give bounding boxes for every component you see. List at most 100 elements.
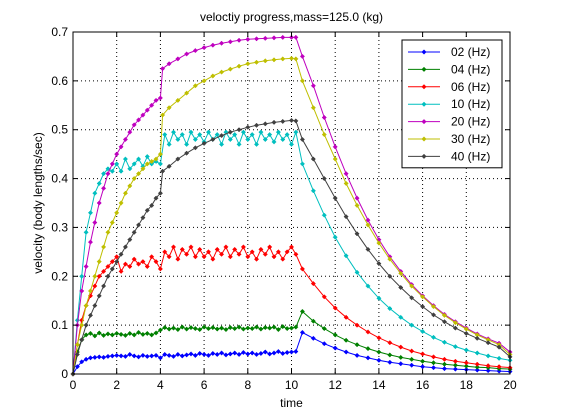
data-point (275, 129, 281, 135)
series-layer (70, 34, 513, 377)
data-point (249, 326, 255, 332)
data-point (236, 251, 242, 257)
data-point (409, 348, 415, 354)
data-point (343, 180, 349, 187)
data-point (293, 34, 299, 40)
data-point (131, 229, 137, 235)
data-point (122, 332, 128, 338)
legend-entry: 20 (Hz) (408, 115, 490, 129)
data-point (192, 136, 198, 143)
data-point (153, 259, 159, 265)
legend: 02 (Hz) 04 (Hz) 06 (Hz) 10 (Hz) 20 (Hz) 30 (H… (401, 39, 503, 169)
legend-label: 04 (Hz) (451, 62, 490, 76)
data-point (271, 350, 277, 356)
data-point (463, 347, 469, 353)
data-point (387, 305, 393, 312)
data-point (245, 124, 251, 130)
data-point (227, 136, 233, 143)
data-point (275, 249, 281, 255)
data-point (114, 254, 120, 260)
data-point (245, 351, 251, 357)
x-tick-label: 14 (372, 378, 386, 392)
data-point (284, 326, 290, 332)
legend-label: 06 (Hz) (451, 80, 490, 94)
data-point (280, 324, 286, 330)
data-point (170, 325, 177, 331)
data-point (441, 356, 448, 362)
data-point (127, 183, 133, 189)
chart-title: veloctiy progress,mass=125.0 (kg) (200, 10, 383, 24)
data-point (122, 136, 128, 143)
legend-label: 10 (Hz) (451, 97, 490, 111)
data-point (127, 166, 133, 172)
data-point (144, 161, 150, 167)
data-point (310, 281, 316, 287)
legend-marker (421, 66, 427, 72)
data-point (166, 105, 172, 111)
data-point (166, 61, 172, 67)
data-point (299, 266, 305, 272)
data-point (149, 254, 155, 260)
data-point (262, 35, 268, 41)
data-point (162, 132, 168, 138)
y-tick-label: 0.2 (51, 269, 68, 283)
data-point (184, 141, 190, 147)
data-point (227, 66, 233, 72)
data-point (354, 342, 360, 348)
legend-label: 40 (Hz) (451, 149, 490, 163)
data-point (463, 363, 469, 369)
data-point (149, 202, 155, 208)
series-5 (70, 55, 513, 377)
data-point (271, 324, 277, 330)
data-point (365, 246, 371, 252)
data-point (299, 308, 305, 315)
data-point (135, 171, 142, 177)
data-point (409, 283, 415, 289)
data-point (452, 325, 458, 331)
data-point (96, 200, 102, 206)
data-point (87, 355, 94, 361)
data-point (140, 112, 146, 118)
legend-entry: 30 (Hz) (408, 132, 490, 146)
data-point (262, 325, 268, 331)
data-point (92, 273, 98, 279)
series-0 (70, 329, 513, 377)
data-point (131, 161, 137, 167)
data-point (96, 180, 102, 187)
data-point (321, 326, 327, 332)
data-point (232, 350, 238, 356)
data-point (240, 129, 246, 135)
data-point (114, 330, 120, 337)
data-point (485, 340, 491, 346)
data-point (122, 190, 128, 196)
data-point (354, 322, 360, 328)
data-point (83, 332, 89, 338)
data-point (280, 256, 286, 262)
legend-entry: 06 (Hz) (408, 80, 490, 94)
data-point (101, 244, 107, 250)
data-point (118, 200, 124, 206)
data-point (409, 322, 415, 328)
data-point (153, 352, 159, 358)
data-point (114, 352, 120, 358)
y-tick-label: 0.4 (51, 172, 68, 186)
data-point (236, 351, 242, 358)
data-point (127, 237, 133, 243)
data-point (105, 331, 111, 337)
data-point (101, 171, 107, 177)
data-point (179, 246, 185, 252)
y-tick-label: 0 (61, 367, 68, 381)
data-point (184, 90, 190, 96)
data-point (214, 326, 220, 332)
data-point (166, 326, 172, 332)
x-tick-label: 16 (416, 378, 430, 392)
data-point (262, 136, 268, 143)
data-point (157, 151, 163, 157)
data-point (284, 349, 290, 356)
data-point (188, 351, 194, 357)
data-point (92, 303, 98, 309)
data-point (441, 319, 448, 325)
data-point (420, 304, 426, 310)
data-point (184, 251, 190, 257)
data-point (284, 249, 290, 255)
